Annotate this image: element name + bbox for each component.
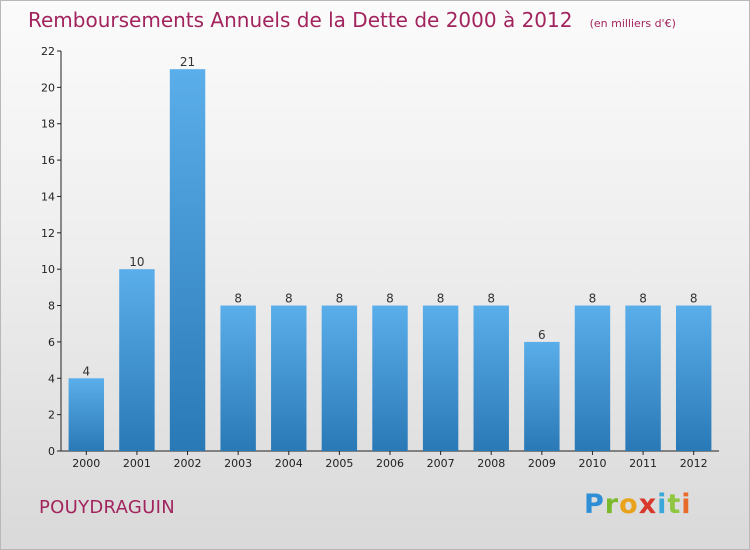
title-row: Remboursements Annuels de la Dette de 20…: [28, 8, 676, 32]
x-tick-label: 2000: [72, 457, 100, 470]
x-tick-label: 2001: [123, 457, 151, 470]
x-tick-label: 2003: [224, 457, 252, 470]
bar-value-label: 8: [487, 292, 495, 306]
y-tick-label: 22: [41, 45, 55, 58]
chart-subtitle: (en milliers d'€): [589, 17, 676, 30]
x-tick-label: 2010: [578, 457, 606, 470]
x-tick-label: 2007: [427, 457, 455, 470]
bar: [271, 305, 307, 451]
logo-letter: P: [584, 489, 605, 520]
bar-value-label: 21: [180, 55, 195, 69]
y-axis: 0 2 4 6 8 10 12 14 16 18 20 22: [41, 45, 62, 458]
chart-title: Remboursements Annuels de la Dette de 20…: [28, 8, 573, 32]
y-tick-label: 16: [41, 154, 55, 167]
bar: [220, 305, 256, 451]
bar-value-label: 8: [589, 292, 597, 306]
y-tick-label: 12: [41, 227, 55, 240]
bar-value-label: 8: [690, 292, 698, 306]
bar: [574, 305, 611, 451]
logo-letter: x: [638, 489, 658, 520]
data-labels: 4 10 21 8 8 8 8 8 8 6 8 8 8: [82, 55, 697, 378]
y-tick-label: 4: [48, 372, 55, 385]
logo-letter: i: [657, 489, 668, 520]
x-tick-label: 2004: [275, 457, 303, 470]
x-tick-label: 2012: [680, 457, 708, 470]
bar-value-label: 8: [437, 292, 445, 306]
bar-value-label: 10: [129, 255, 144, 269]
bar: [625, 305, 661, 451]
x-tick-label: 2002: [174, 457, 202, 470]
logo-letter: t: [667, 489, 682, 520]
bar-value-label: 8: [336, 292, 344, 306]
bar: [524, 341, 560, 451]
logo-letter: r: [604, 489, 620, 520]
y-tick-label: 20: [41, 81, 55, 94]
bar: [473, 305, 509, 451]
logo-letter: o: [619, 489, 639, 520]
x-tick-label: 2011: [629, 457, 657, 470]
bar: [68, 378, 105, 451]
bar-value-label: 8: [639, 292, 647, 306]
y-tick-label: 2: [48, 409, 55, 422]
bar-value-label: 8: [234, 292, 242, 306]
bar: [372, 305, 408, 451]
bar: [119, 269, 155, 451]
bar: [321, 305, 358, 451]
bar: [169, 69, 206, 451]
x-tick-label: 2006: [376, 457, 404, 470]
x-axis: 2000 2001 2002 2003 2004 2005 2006 2007 2008 2009…: [61, 450, 719, 470]
x-tick-label: 2008: [477, 457, 505, 470]
commune-name: POUYDRAGUIN: [39, 497, 176, 518]
bar: [675, 305, 712, 451]
logo-letter: i: [681, 489, 692, 520]
y-tick-label: 14: [41, 190, 55, 203]
y-tick-label: 8: [48, 300, 55, 313]
bar: [422, 305, 459, 451]
bar-value-label: 8: [386, 292, 394, 306]
y-tick-label: 10: [41, 263, 55, 276]
y-tick-label: 18: [41, 118, 55, 131]
y-tick-label: 6: [48, 336, 55, 349]
x-tick-label: 2005: [325, 457, 353, 470]
bars: [68, 69, 712, 451]
bar-value-label: 8: [285, 292, 293, 306]
proxiti-logo: Proxiti: [584, 489, 692, 520]
x-tick-label: 2009: [528, 457, 556, 470]
bar-value-label: 6: [538, 328, 546, 342]
bar-value-label: 4: [82, 364, 90, 378]
y-tick-label: 0: [48, 445, 55, 458]
